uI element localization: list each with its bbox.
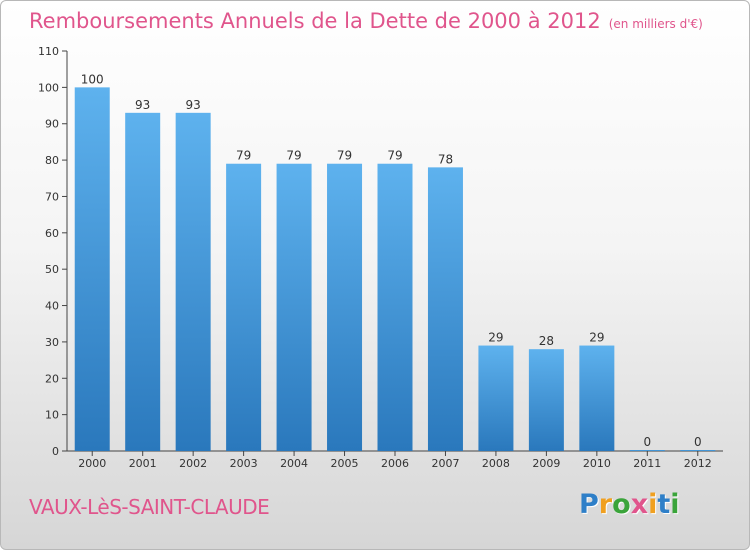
data-label: 79 [337, 149, 352, 163]
bar-2011 [629, 450, 665, 451]
commune-name: VAUX-LèS-SAINT-CLAUDE [29, 495, 270, 519]
y-tick-label: 60 [45, 227, 59, 240]
chart-title-text: Remboursements Annuels de la Dette de 20… [29, 9, 601, 33]
x-tick-label: 2011 [633, 457, 661, 470]
logo-letter: P [579, 489, 599, 520]
bar-2012 [680, 450, 716, 451]
data-label: 79 [236, 149, 251, 163]
data-label: 93 [135, 98, 150, 112]
logo-letter: i [670, 489, 680, 520]
bar-2003 [226, 163, 262, 451]
data-label: 78 [438, 152, 453, 166]
chart-subtitle: (en milliers d'€) [608, 17, 703, 31]
x-tick-label: 2005 [331, 457, 359, 470]
x-tick-label: 2002 [179, 457, 207, 470]
logo-letter: o [612, 489, 631, 520]
bar-2009 [528, 349, 564, 451]
bar-2001 [125, 112, 161, 452]
y-tick-label: 90 [45, 118, 59, 131]
x-axis: 2000 2001 2002 2003 2004 2005 2006 2007 2008 2009… [67, 450, 723, 470]
data-label: 0 [643, 435, 651, 449]
bar-2010 [579, 345, 615, 451]
x-tick-label: 2007 [431, 457, 459, 470]
bar-2008 [478, 345, 514, 451]
bars [74, 87, 716, 452]
data-label: 93 [186, 98, 201, 112]
y-tick-label: 110 [38, 45, 59, 58]
data-label: 28 [539, 334, 554, 348]
x-tick-label: 2008 [482, 457, 510, 470]
y-tick-label: 100 [38, 81, 59, 94]
bar-2007 [427, 167, 463, 451]
y-tick-label: 80 [45, 154, 59, 167]
x-tick-label: 2006 [381, 457, 409, 470]
y-tick-label: 70 [45, 190, 59, 203]
proxiti-logo: Proxiti [579, 489, 680, 520]
data-label: 0 [694, 435, 702, 449]
bar-2005 [327, 163, 363, 451]
logo-letter: r [598, 489, 613, 520]
data-label: 79 [387, 149, 402, 163]
bar-2000 [74, 87, 110, 451]
x-tick-label: 2000 [78, 457, 106, 470]
data-label: 100 [81, 72, 104, 86]
bar-2006 [377, 163, 413, 451]
x-tick-label: 2009 [532, 457, 560, 470]
logo-letter: t [657, 489, 671, 520]
x-tick-label: 2003 [230, 457, 258, 470]
chart-title: Remboursements Annuels de la Dette de 20… [29, 9, 703, 33]
y-tick-label: 40 [45, 300, 59, 313]
x-tick-label: 2004 [280, 457, 308, 470]
y-tick-label: 10 [45, 409, 59, 422]
y-axis: 0 10 20 30 40 50 60 70 80 90 100 110 [38, 45, 68, 458]
y-tick-label: 50 [45, 263, 59, 276]
y-tick-label: 0 [52, 445, 59, 458]
bar-labels: 100 93 93 79 79 79 79 78 29 28 29 0 0 [81, 72, 702, 449]
data-label: 29 [589, 331, 604, 345]
logo-letter: x [630, 489, 649, 520]
x-tick-label: 2012 [684, 457, 712, 470]
data-label: 29 [488, 331, 503, 345]
bar-2004 [276, 163, 312, 451]
x-tick-label: 2010 [583, 457, 611, 470]
logo-letter: i [648, 489, 658, 520]
y-tick-label: 30 [45, 336, 59, 349]
x-tick-label: 2001 [129, 457, 157, 470]
y-tick-label: 20 [45, 372, 59, 385]
data-label: 79 [286, 149, 301, 163]
bar-2002 [175, 112, 211, 452]
